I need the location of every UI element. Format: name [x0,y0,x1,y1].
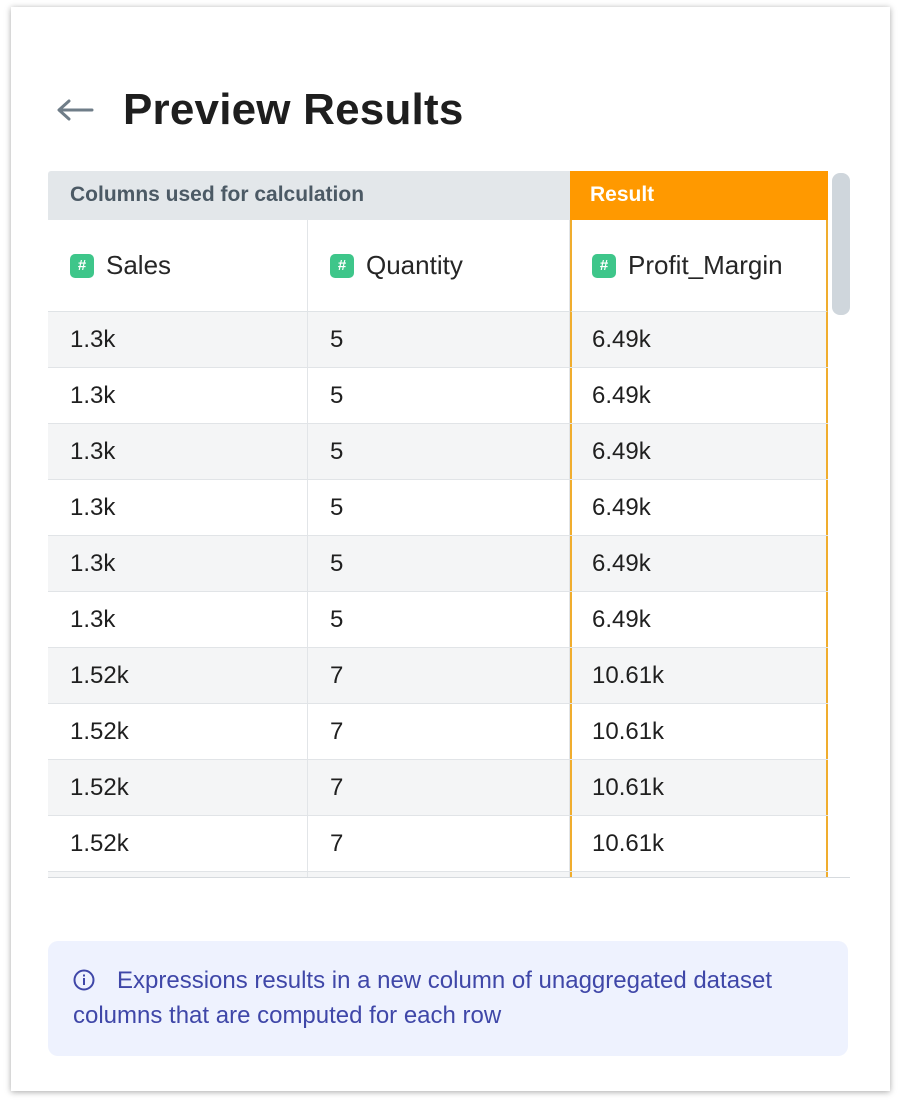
cell-sales: 1.3k [48,312,308,367]
header: Preview Results [53,85,464,135]
cell-profit-margin: 10.61k [570,816,828,871]
table-row-partial [48,872,828,877]
cell-quantity: 5 [308,424,570,479]
number-type-icon: # [592,253,616,278]
preview-results-panel: Preview Results Columns used for calcula… [11,7,890,1091]
cell-quantity: 5 [308,368,570,423]
cell-quantity: 7 [308,704,570,759]
cell-sales: 1.52k [48,816,308,871]
cell-sales: 1.52k [48,704,308,759]
group-header-used-columns: Columns used for calculation [48,171,570,220]
table-row: 1.52k 7 10.61k [48,648,828,704]
table-row: 1.3k 5 6.49k [48,592,828,648]
cell-profit-margin: 6.49k [570,480,828,535]
cell-sales: 1.3k [48,536,308,591]
number-type-icon: # [70,253,94,278]
cell-profit-margin [570,872,828,877]
table-row: 1.3k 5 6.49k [48,536,828,592]
table-row: 1.3k 5 6.49k [48,480,828,536]
cell-sales: 1.3k [48,368,308,423]
cell-quantity [308,872,570,877]
cell-quantity: 5 [308,536,570,591]
table-row: 1.52k 7 10.61k [48,816,828,872]
cell-profit-margin: 6.49k [570,424,828,479]
cell-profit-margin: 6.49k [570,312,828,367]
cell-sales: 1.52k [48,760,308,815]
page-title: Preview Results [123,85,464,134]
cell-profit-margin: 10.61k [570,648,828,703]
cell-quantity: 7 [308,816,570,871]
cell-quantity: 5 [308,592,570,647]
cell-quantity: 7 [308,760,570,815]
info-callout: Expressions results in a new column of u… [48,941,848,1056]
vertical-scrollbar[interactable] [832,173,850,315]
table-row: 1.3k 5 6.49k [48,368,828,424]
cell-profit-margin: 10.61k [570,704,828,759]
column-header-profit-margin[interactable]: # Profit_Margin [570,220,828,312]
info-icon [73,969,95,991]
column-header-label: Sales [106,250,172,280]
group-header-result: Result [570,171,828,220]
cell-sales: 1.3k [48,592,308,647]
table-row: 1.3k 5 6.49k [48,312,828,368]
cell-profit-margin: 10.61k [570,760,828,815]
column-header-label: Quantity [366,250,463,280]
cell-quantity: 7 [308,648,570,703]
arrow-left-icon [57,99,94,121]
cell-quantity: 5 [308,312,570,367]
column-header-sales[interactable]: # Sales [48,220,308,312]
column-header-quantity[interactable]: # Quantity [308,220,570,312]
cell-profit-margin: 6.49k [570,536,828,591]
cell-quantity: 5 [308,480,570,535]
cell-profit-margin: 6.49k [570,368,828,423]
table-body: 1.3k 5 6.49k 1.3k 5 6.49k 1.3k 5 6.49k 1… [48,312,828,877]
cell-sales [48,872,308,877]
back-button[interactable] [53,88,97,132]
number-type-icon: # [330,253,354,278]
cell-sales: 1.52k [48,648,308,703]
info-text: Expressions results in a new column of u… [73,967,773,1029]
cell-sales: 1.3k [48,480,308,535]
results-table: Columns used for calculation Result # Sa… [48,171,850,878]
group-header-row: Columns used for calculation Result [48,171,828,220]
table-row: 1.52k 7 10.61k [48,704,828,760]
table-row: 1.3k 5 6.49k [48,424,828,480]
cell-sales: 1.3k [48,424,308,479]
table-row: 1.52k 7 10.61k [48,760,828,816]
cell-profit-margin: 6.49k [570,592,828,647]
column-header-label: Profit_Margin [628,250,783,280]
